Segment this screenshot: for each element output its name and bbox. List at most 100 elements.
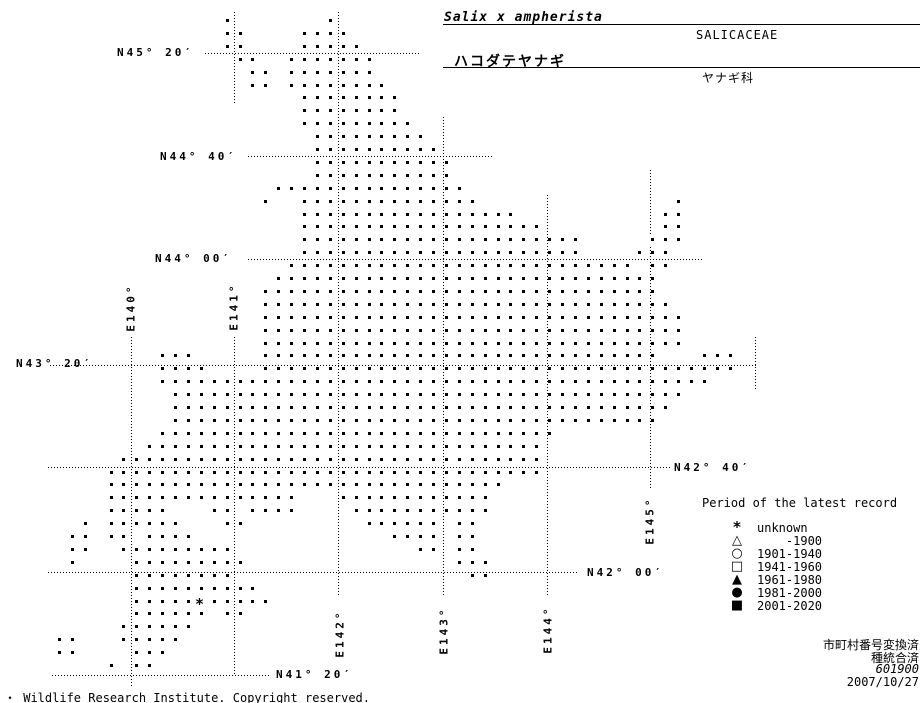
occurrence-dot [638, 277, 641, 280]
occurrence-dot [406, 200, 409, 203]
occurrence-dot [277, 277, 280, 280]
occurrence-dot [355, 148, 358, 151]
occurrence-dot [419, 213, 422, 216]
occurrence-dot [122, 496, 125, 499]
occurrence-dot [471, 445, 474, 448]
occurrence-dot [600, 419, 603, 422]
occurrence-dot [251, 483, 254, 486]
occurrence-dot [239, 45, 242, 48]
occurrence-dot [484, 251, 487, 254]
occurrence-dot [600, 393, 603, 396]
latitude-label: N43° 20′ [16, 357, 93, 370]
occurrence-dot [651, 277, 654, 280]
occurrence-dot [251, 419, 254, 422]
occurrence-dot [329, 161, 332, 164]
occurrence-dot [161, 561, 164, 564]
occurrence-dot [264, 367, 267, 370]
occurrence-dot [600, 290, 603, 293]
occurrence-dot [239, 393, 242, 396]
occurrence-dot [432, 264, 435, 267]
occurrence-dot [432, 380, 435, 383]
occurrence-dot [587, 393, 590, 396]
occurrence-dot [664, 342, 667, 345]
occurrence-dot [419, 135, 422, 138]
occurrence-dot [638, 393, 641, 396]
occurrence-dot [497, 406, 500, 409]
occurrence-dot [355, 483, 358, 486]
occurrence-dot [677, 238, 680, 241]
occurrence-dot [471, 342, 474, 345]
occurrence-dot [174, 548, 177, 551]
occurrence-dot [664, 367, 667, 370]
occurrence-dot [290, 277, 293, 280]
occurrence-dot [458, 458, 461, 461]
occurrence-dot [484, 342, 487, 345]
occurrence-dot [122, 522, 125, 525]
occurrence-dot [355, 458, 358, 461]
occurrence-dot [509, 290, 512, 293]
occurrence-dot [613, 367, 616, 370]
occurrence-dot [600, 264, 603, 267]
occurrence-dot [522, 342, 525, 345]
occurrence-dot [561, 342, 564, 345]
occurrence-dot [393, 432, 396, 435]
occurrence-dot [226, 406, 229, 409]
occurrence-dot [432, 354, 435, 357]
occurrence-dot [174, 354, 177, 357]
occurrence-dot [303, 122, 306, 125]
occurrence-dot [535, 458, 538, 461]
occurrence-dot [303, 96, 306, 99]
occurrence-dot [303, 393, 306, 396]
occurrence-dot [303, 58, 306, 61]
occurrence-dot [290, 380, 293, 383]
occurrence-dot [497, 419, 500, 422]
occurrence-dot [458, 471, 461, 474]
occurrence-dot [200, 406, 203, 409]
occurrence-dot [587, 380, 590, 383]
occurrence-dot [574, 419, 577, 422]
occurrence-dot [316, 354, 319, 357]
occurrence-dot [471, 225, 474, 228]
occurrence-dot [239, 380, 242, 383]
longitude-line [547, 195, 548, 596]
occurrence-dot [638, 316, 641, 319]
occurrence-dot [251, 58, 254, 61]
occurrence-dot [445, 251, 448, 254]
occurrence-dot [226, 445, 229, 448]
occurrence-dot [638, 380, 641, 383]
occurrence-dot [200, 432, 203, 435]
occurrence-dot [316, 122, 319, 125]
occurrence-dot [329, 251, 332, 254]
occurrence-dot [419, 174, 422, 177]
occurrence-dot [509, 251, 512, 254]
occurrence-dot [122, 548, 125, 551]
occurrence-dot [458, 264, 461, 267]
occurrence-dot [626, 406, 629, 409]
occurrence-dot [200, 380, 203, 383]
occurrence-dot [484, 380, 487, 383]
occurrence-dot [393, 174, 396, 177]
occurrence-dot [613, 406, 616, 409]
occurrence-dot [355, 71, 358, 74]
occurrence-dot [561, 264, 564, 267]
legend-item-label: -1900 [757, 534, 823, 548]
occurrence-dot [613, 419, 616, 422]
occurrence-dot [561, 238, 564, 241]
open-circle-icon: ○ [731, 546, 743, 561]
occurrence-dot [239, 587, 242, 590]
occurrence-dot [251, 84, 254, 87]
occurrence-dot [445, 458, 448, 461]
occurrence-dot [600, 316, 603, 319]
occurrence-dot [471, 432, 474, 435]
occurrence-dot [393, 406, 396, 409]
occurrence-dot [148, 574, 151, 577]
occurrence-dot [406, 264, 409, 267]
longitude-line [650, 247, 651, 490]
longitude-label: E140° [124, 283, 138, 332]
occurrence-dot [355, 161, 358, 164]
occurrence-dot [251, 471, 254, 474]
occurrence-dot [471, 574, 474, 577]
occurrence-dot [342, 174, 345, 177]
occurrence-dot [509, 367, 512, 370]
occurrence-dot [290, 342, 293, 345]
